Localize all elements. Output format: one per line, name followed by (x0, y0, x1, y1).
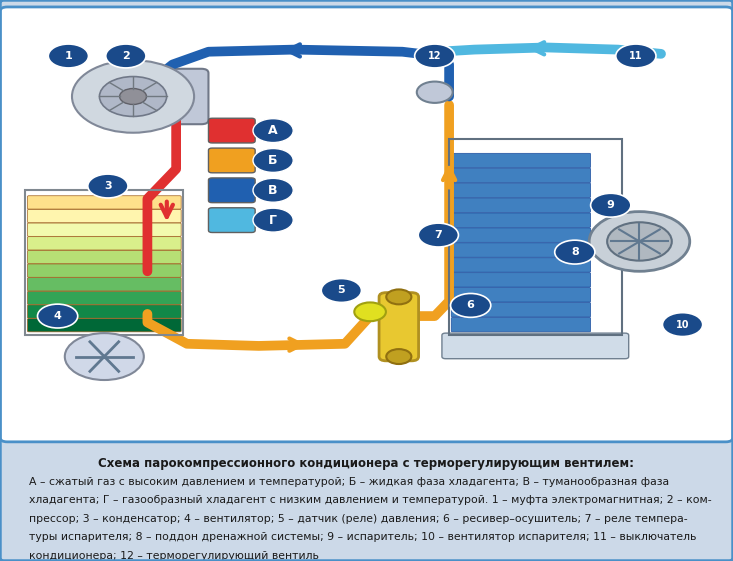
Text: 2: 2 (122, 51, 130, 61)
Text: Схема парокомпрессионного кондиционера с терморегулирующим вентилем:: Схема парокомпрессионного кондиционера с… (98, 457, 635, 470)
FancyBboxPatch shape (452, 273, 591, 287)
Circle shape (88, 174, 128, 198)
FancyBboxPatch shape (379, 293, 419, 361)
Bar (25, 190, 183, 335)
Text: кондиционера; 12 – терморегулирующий вентиль: кондиционера; 12 – терморегулирующий вен… (29, 551, 319, 561)
Circle shape (253, 149, 293, 172)
FancyBboxPatch shape (140, 69, 208, 124)
Circle shape (419, 223, 458, 247)
Text: 5: 5 (337, 286, 345, 296)
Text: 4: 4 (54, 311, 62, 321)
FancyBboxPatch shape (27, 237, 181, 250)
Text: 11: 11 (629, 51, 643, 61)
Circle shape (253, 208, 293, 232)
Text: А: А (268, 124, 278, 137)
FancyBboxPatch shape (27, 319, 181, 332)
FancyBboxPatch shape (208, 178, 255, 203)
Circle shape (555, 240, 595, 264)
Text: 9: 9 (607, 200, 615, 210)
Circle shape (100, 76, 166, 117)
FancyBboxPatch shape (452, 228, 591, 242)
Text: туры испарителя; 8 – поддон дренажной системы; 9 – испаритель; 10 – вентилятор и: туры испарителя; 8 – поддон дренажной си… (29, 532, 696, 542)
FancyBboxPatch shape (452, 243, 591, 257)
FancyBboxPatch shape (452, 302, 591, 317)
Circle shape (253, 119, 293, 142)
Circle shape (616, 44, 656, 68)
Circle shape (589, 211, 690, 272)
Circle shape (37, 304, 78, 328)
FancyBboxPatch shape (0, 7, 733, 442)
Circle shape (386, 289, 411, 304)
Circle shape (321, 279, 361, 302)
FancyBboxPatch shape (208, 148, 255, 173)
Text: 8: 8 (571, 247, 578, 257)
FancyBboxPatch shape (27, 264, 181, 277)
Text: 12: 12 (428, 51, 441, 61)
Circle shape (253, 178, 293, 202)
FancyBboxPatch shape (27, 250, 181, 264)
FancyBboxPatch shape (452, 198, 591, 213)
Text: А – сжатый газ с высоким давлением и температурой; Б – жидкая фаза хладагента; В: А – сжатый газ с высоким давлением и тем… (29, 477, 669, 487)
FancyBboxPatch shape (208, 118, 255, 143)
Text: В: В (268, 184, 278, 197)
Circle shape (591, 194, 631, 217)
FancyBboxPatch shape (452, 153, 591, 168)
Circle shape (106, 44, 146, 68)
Circle shape (415, 44, 455, 68)
Circle shape (607, 222, 671, 261)
Circle shape (119, 89, 147, 104)
Text: 1: 1 (65, 51, 73, 61)
FancyBboxPatch shape (27, 196, 181, 209)
FancyBboxPatch shape (27, 305, 181, 318)
Text: Б: Б (268, 154, 278, 167)
FancyBboxPatch shape (27, 209, 181, 223)
Text: 7: 7 (435, 230, 442, 240)
FancyBboxPatch shape (27, 291, 181, 305)
Circle shape (65, 333, 144, 380)
FancyBboxPatch shape (452, 183, 591, 197)
FancyBboxPatch shape (27, 278, 181, 291)
FancyBboxPatch shape (452, 257, 591, 272)
Circle shape (48, 44, 89, 68)
Text: 6: 6 (467, 300, 474, 310)
Circle shape (451, 293, 491, 318)
Text: прессор; 3 – конденсатор; 4 – вентилятор; 5 – датчик (реле) давления; 6 – ресиве: прессор; 3 – конденсатор; 4 – вентилятор… (29, 514, 688, 524)
FancyBboxPatch shape (452, 318, 591, 332)
Text: 3: 3 (104, 181, 111, 191)
Circle shape (354, 302, 386, 321)
Circle shape (72, 60, 194, 133)
FancyBboxPatch shape (208, 208, 255, 232)
Text: 10: 10 (676, 320, 689, 330)
Text: хладагента; Г – газообразный хладагент с низким давлением и температурой. 1 – му: хладагента; Г – газообразный хладагент с… (29, 495, 712, 505)
FancyBboxPatch shape (452, 288, 591, 302)
Bar (449, 139, 622, 335)
FancyBboxPatch shape (442, 333, 629, 358)
FancyBboxPatch shape (27, 223, 181, 236)
Text: Г: Г (269, 214, 277, 227)
Circle shape (386, 349, 411, 364)
Circle shape (663, 312, 703, 337)
FancyBboxPatch shape (452, 168, 591, 183)
Circle shape (417, 81, 453, 103)
FancyBboxPatch shape (452, 213, 591, 227)
